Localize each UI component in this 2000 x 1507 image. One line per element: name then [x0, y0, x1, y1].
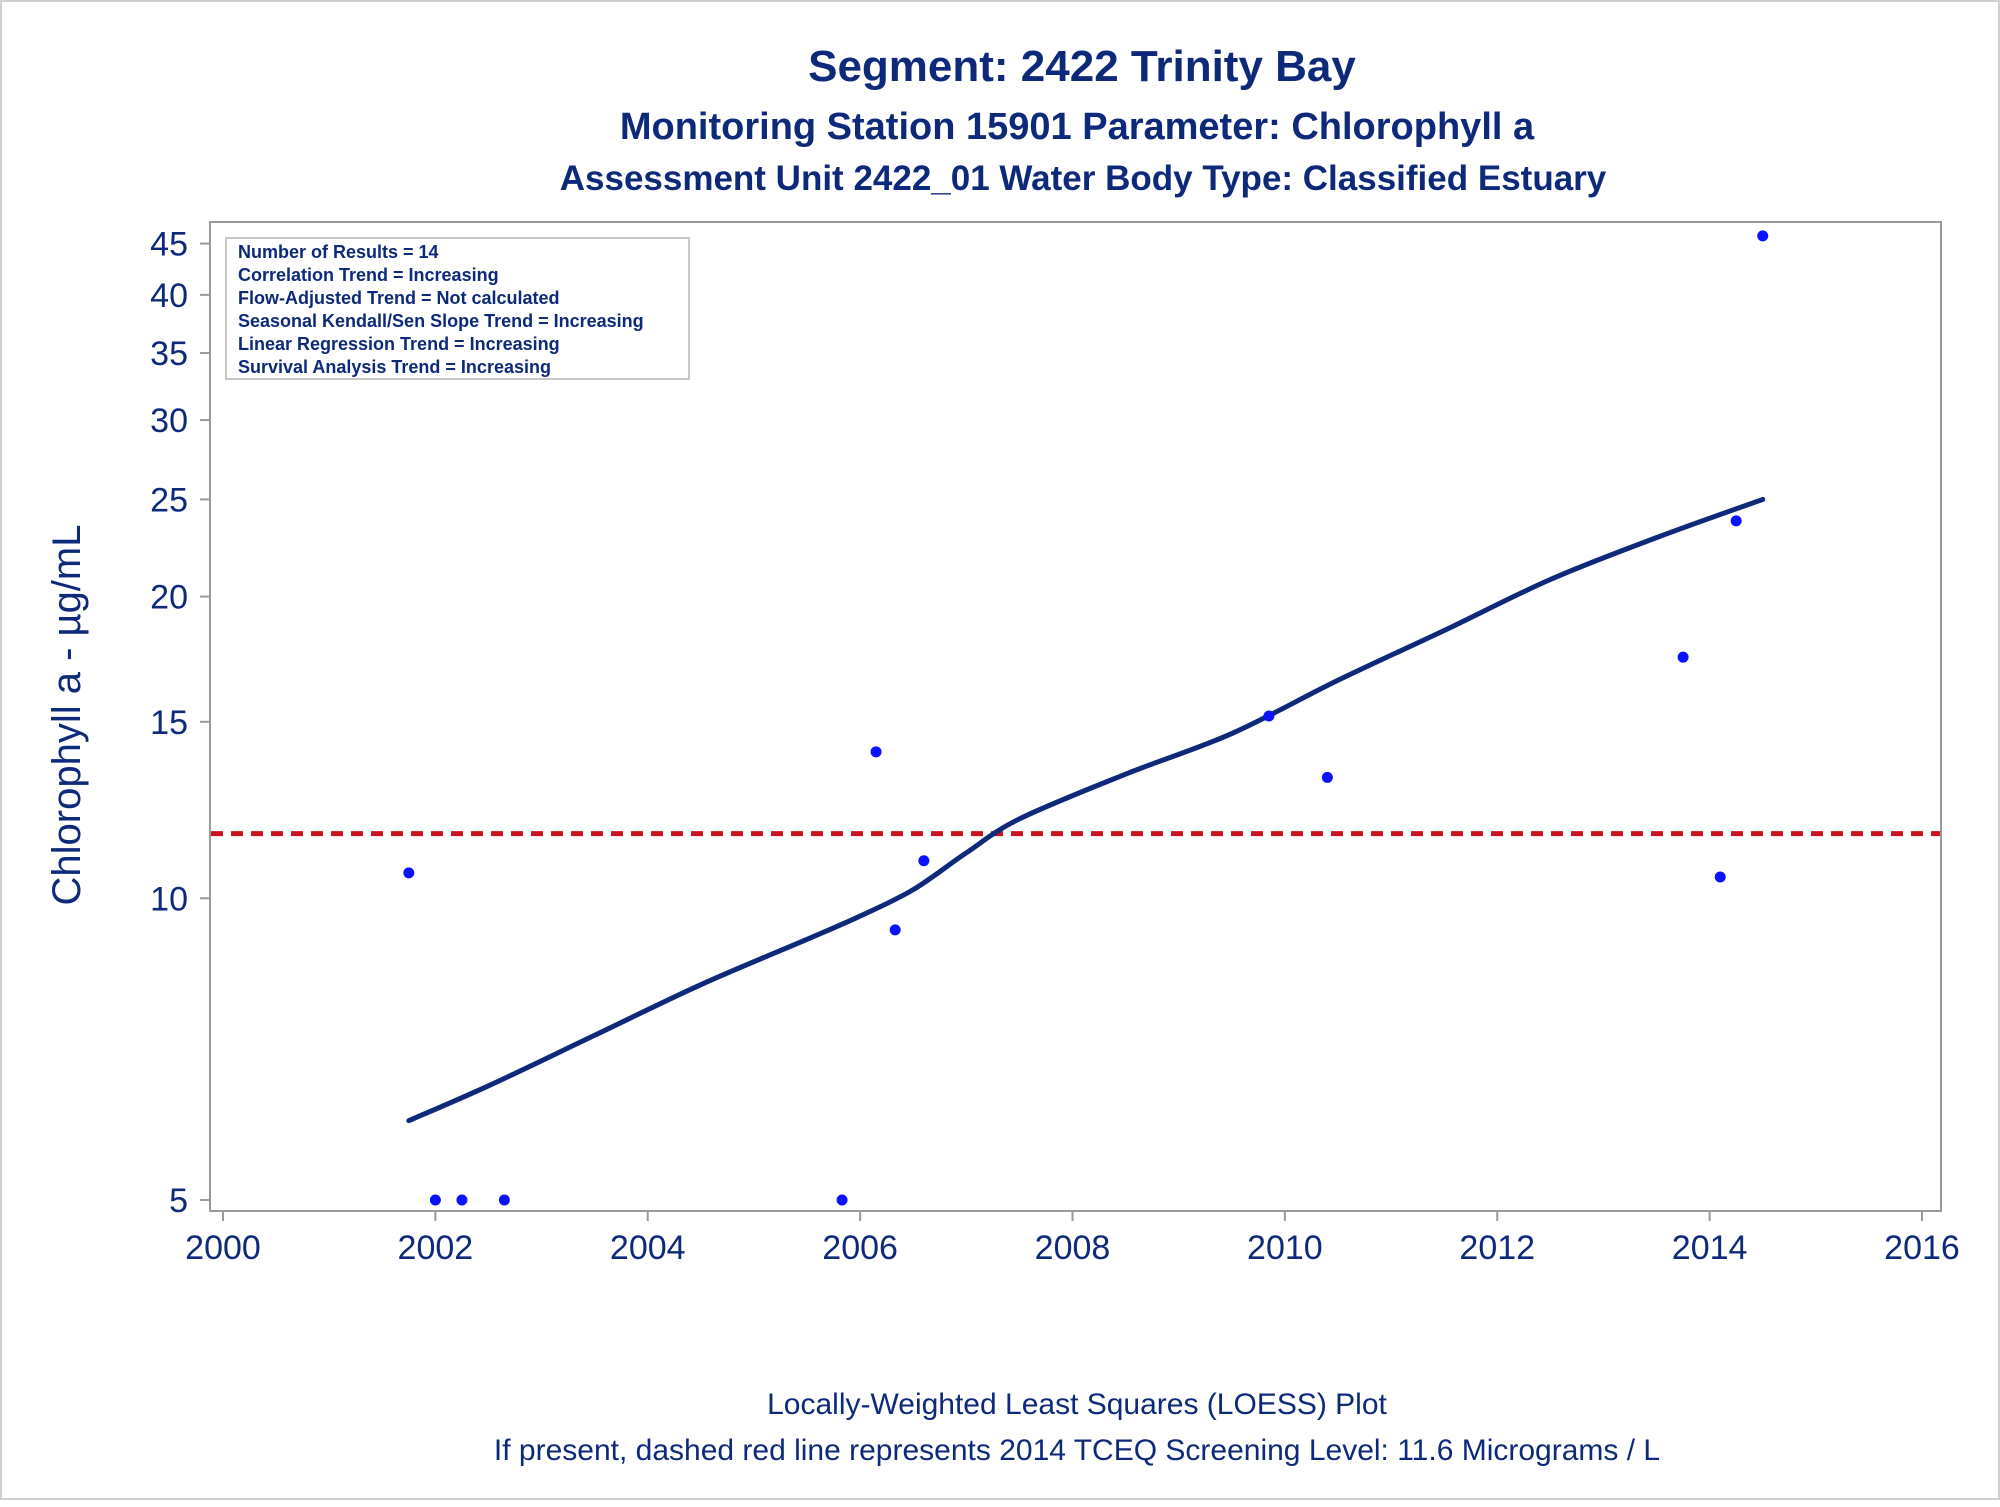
- y-tick-label: 40: [150, 277, 188, 315]
- data-point: [403, 867, 415, 879]
- stats-box: Number of Results = 14 Correlation Trend…: [225, 237, 690, 380]
- y-tick-label: 15: [150, 704, 188, 742]
- y-tick-label: 5: [169, 1182, 188, 1220]
- footnote-1: Locally-Weighted Least Squares (LOESS) P…: [767, 1388, 1387, 1421]
- x-tick-label: 2000: [185, 1229, 261, 1267]
- data-point: [870, 746, 882, 758]
- x-tick-label: 2008: [1035, 1229, 1111, 1267]
- y-tick-label: 45: [150, 226, 188, 264]
- x-tick-label: 2002: [398, 1229, 474, 1267]
- data-point: [1321, 771, 1333, 783]
- y-axis-label: Chlorophyll a - µg/mL: [45, 525, 89, 906]
- x-tick-label: 2006: [822, 1229, 898, 1267]
- x-tick-label: 2014: [1672, 1229, 1748, 1267]
- chart-title: Segment: 2422 Trinity Bay: [808, 42, 1356, 91]
- y-tick-label: 25: [150, 481, 188, 519]
- data-point: [1757, 230, 1769, 242]
- stats-line: Correlation Trend = Increasing: [238, 265, 499, 285]
- plot-area: [209, 221, 1942, 1212]
- x-tick-label: 2012: [1459, 1229, 1535, 1267]
- stats-line: Survival Analysis Trend = Increasing: [238, 357, 551, 377]
- data-point: [836, 1194, 848, 1206]
- loess-curve: [406, 496, 1766, 1124]
- stats-box-border: [225, 237, 690, 380]
- y-tick-label: 10: [150, 880, 188, 918]
- data-point: [918, 855, 930, 867]
- data-point: [1677, 651, 1689, 663]
- chart-subtitle-2: Assessment Unit 2422_01 Water Body Type:…: [560, 159, 1607, 198]
- data-point: [429, 1194, 441, 1206]
- y-tick-label: 20: [150, 579, 188, 617]
- data-point: [1263, 710, 1275, 722]
- axes-layer: 2000 2002 2004 2006 2008 2010 2012 2014 2016 5 10 1…: [150, 226, 1960, 1267]
- stats-line: Flow-Adjusted Trend = Not calculated: [238, 288, 560, 308]
- footnote-2: If present, dashed red line represents 2…: [494, 1434, 1660, 1467]
- stats-line: Seasonal Kendall/Sen Slope Trend = Incre…: [238, 311, 644, 331]
- x-tick-label: 2010: [1247, 1229, 1323, 1267]
- series-layer: [211, 230, 1940, 1206]
- x-tick-label: 2004: [610, 1229, 686, 1267]
- data-point: [1714, 871, 1726, 883]
- data-point: [456, 1194, 468, 1206]
- y-tick-label: 35: [150, 335, 188, 373]
- x-tick-label: 2016: [1884, 1229, 1960, 1267]
- data-point: [1730, 515, 1742, 527]
- y-tick-label: 30: [150, 402, 188, 440]
- chart-subtitle-1: Monitoring Station 15901 Parameter: Chlo…: [620, 106, 1535, 148]
- data-point: [498, 1194, 510, 1206]
- stats-line: Linear Regression Trend = Increasing: [238, 334, 560, 354]
- stats-line: Number of Results = 14: [238, 242, 439, 262]
- data-point: [889, 924, 901, 936]
